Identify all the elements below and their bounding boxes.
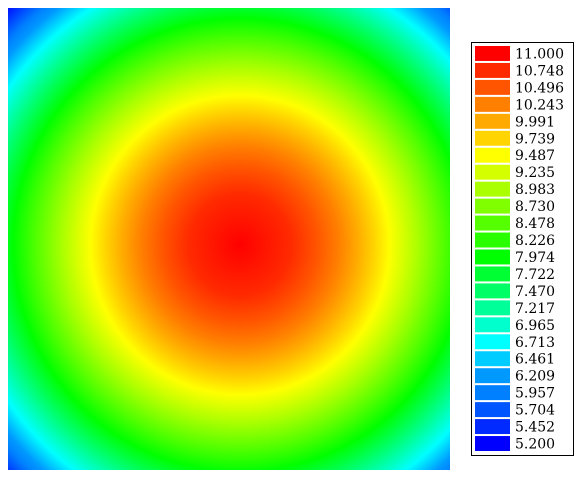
- legend-label: 9.739: [515, 131, 555, 147]
- legend-swatch: [475, 283, 510, 299]
- legend-swatch: [475, 436, 510, 451]
- legend-label: 8.730: [515, 199, 555, 215]
- legend-label: 8.983: [515, 182, 555, 198]
- legend-swatch: [475, 266, 510, 282]
- legend-label: 6.209: [515, 369, 555, 385]
- legend-swatch: [475, 113, 510, 129]
- legend-swatch: [475, 368, 510, 384]
- legend-swatch: [475, 419, 510, 435]
- legend-label: 10.243: [515, 97, 564, 113]
- legend-label: 7.974: [515, 250, 555, 266]
- legend-swatch: [475, 198, 510, 214]
- legend-swatch: [475, 317, 510, 333]
- legend-swatch: [475, 300, 510, 316]
- legend-label: 9.487: [515, 148, 555, 164]
- legend-swatch: [475, 46, 510, 61]
- legend-label: 6.713: [515, 335, 555, 351]
- legend-label: 5.704: [515, 403, 555, 419]
- legend-label: 7.470: [515, 284, 555, 300]
- legend-label: 11.000: [515, 46, 564, 62]
- legend-label: 5.957: [515, 386, 555, 402]
- legend-label: 7.722: [515, 267, 555, 283]
- legend-swatch: [475, 385, 510, 401]
- legend-swatch: [475, 96, 510, 112]
- heatmap: [8, 8, 450, 470]
- legend-label: 10.496: [515, 80, 564, 96]
- legend-label: 6.461: [515, 352, 555, 368]
- legend-label: 5.200: [515, 437, 555, 453]
- legend-label: 8.478: [515, 216, 555, 232]
- legend-swatch: [475, 334, 510, 350]
- legend-swatch: [475, 147, 510, 163]
- legend-swatch: [475, 130, 510, 146]
- legend-swatch: [475, 249, 510, 265]
- legend-swatch: [475, 232, 510, 248]
- legend-swatch: [475, 351, 510, 367]
- legend-label: 6.965: [515, 318, 555, 334]
- legend-swatch: [475, 164, 510, 180]
- legend-swatch: [475, 402, 510, 418]
- legend-swatch: [475, 79, 510, 95]
- legend-label: 7.217: [515, 301, 555, 317]
- legend-label: 8.226: [515, 233, 555, 249]
- legend-label: 5.452: [515, 420, 555, 436]
- legend-swatch: [475, 215, 510, 231]
- legend-label: 9.235: [515, 165, 555, 181]
- legend-swatch: [475, 181, 510, 197]
- legend-swatch: [475, 62, 510, 78]
- legend-label: 10.748: [515, 63, 564, 79]
- legend-label: 9.991: [515, 114, 555, 130]
